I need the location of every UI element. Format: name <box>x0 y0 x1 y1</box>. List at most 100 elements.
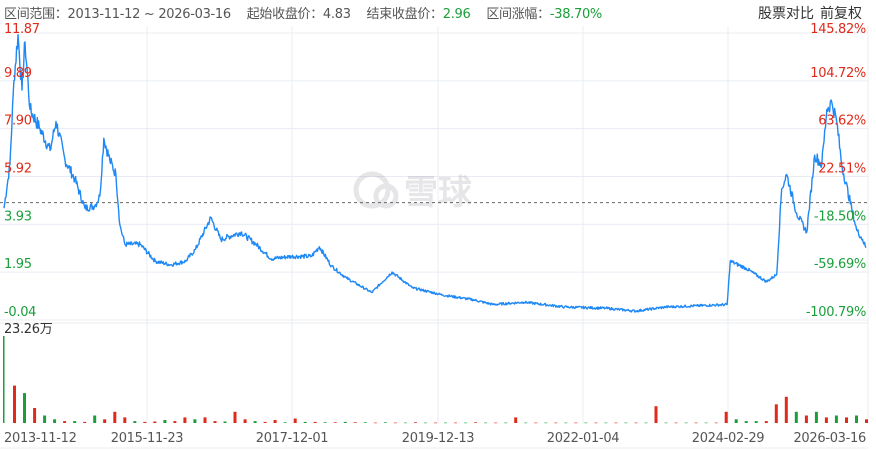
volume-bar <box>103 419 107 423</box>
volume-bar <box>444 422 447 424</box>
volume-bar <box>373 422 377 424</box>
stock-compare-link[interactable]: 股票对比 <box>758 6 814 22</box>
left-tick-label: 9.89 <box>4 66 32 81</box>
volume-bar <box>13 385 16 423</box>
volume-bar <box>454 422 457 424</box>
volume-bar <box>654 406 658 423</box>
end-price-value: 2.96 <box>442 7 471 22</box>
range-summary: 区间范围：2013-11-12 ~ 2026-03-16 起始收盘价：4.83 … <box>4 3 602 23</box>
volume-bar <box>834 415 838 423</box>
volume-bar <box>764 421 768 423</box>
volume-bar <box>333 422 337 423</box>
volume-bar <box>203 417 207 423</box>
start-price-label: 起始收盘价： <box>246 7 324 22</box>
volume-bar <box>624 422 628 424</box>
volume-bar <box>855 415 858 423</box>
end-price-label: 结束收盘价： <box>366 7 444 22</box>
volume-bar <box>694 422 698 424</box>
volume-bar <box>133 421 137 423</box>
volume-bar <box>494 422 498 424</box>
volume-bar <box>484 422 488 424</box>
volume-bar <box>524 422 528 424</box>
volume-bar <box>3 336 5 423</box>
volume-bar <box>704 422 708 424</box>
volume-bar <box>83 421 87 423</box>
volume-bar <box>644 422 648 424</box>
volume-bar <box>744 421 748 423</box>
volume-bar <box>163 420 167 423</box>
volume-bar <box>414 422 417 423</box>
volume-bar <box>303 421 307 423</box>
volume-bar <box>594 422 598 424</box>
volume-bar <box>143 421 147 423</box>
volume-bar <box>283 422 287 423</box>
volume-bars <box>3 336 868 424</box>
volume-max-label: 23.26万 <box>4 322 53 337</box>
volume-bar <box>614 422 618 424</box>
range-value: 2013-11-12 ~ 2026-03-16 <box>67 7 232 22</box>
volume-bar <box>243 419 247 423</box>
volume-bar <box>754 421 758 423</box>
range-label: 区间范围： <box>4 7 68 22</box>
volume-bar <box>43 415 47 423</box>
x-tick-label: 2026-03-16 <box>793 431 866 446</box>
volume-bar <box>193 419 197 423</box>
volume-bar <box>514 417 518 423</box>
volume-bar <box>504 422 508 424</box>
start-price-value: 4.83 <box>322 7 351 22</box>
volume-bar <box>23 393 26 423</box>
volume-bar <box>53 419 57 423</box>
left-tick-label: 7.90 <box>4 114 32 129</box>
forward-adjust-link[interactable]: 前复权 <box>820 6 862 22</box>
volume-bar <box>263 421 267 423</box>
volume-bar <box>714 422 718 424</box>
right-tick-label: 104.72% <box>810 66 866 81</box>
price-line[interactable] <box>3 34 867 313</box>
volume-bar <box>93 415 97 423</box>
volume-bar <box>363 422 367 423</box>
svg-text:雪球: 雪球 <box>404 173 473 213</box>
left-tick-label: -0.04 <box>4 305 36 320</box>
volume-bar <box>353 422 357 423</box>
x-axis: 2013-11-12 2015-11-23 2017-12-01 2019-12-13… <box>4 431 866 446</box>
volume-bar <box>845 417 848 423</box>
volume-bar <box>253 421 257 423</box>
right-tick-label: -59.69% <box>814 257 866 272</box>
volume-bar <box>634 422 638 424</box>
x-tick-label: 2024-02-29 <box>692 431 765 446</box>
grid <box>0 26 869 424</box>
left-tick-label: 1.95 <box>4 257 32 272</box>
volume-bar <box>73 421 77 423</box>
change-value: -38.70% <box>549 7 602 22</box>
left-tick-label: 5.92 <box>4 162 32 177</box>
volume-bar <box>223 421 227 423</box>
x-tick-label: 2015-11-23 <box>111 431 184 446</box>
volume-bar <box>584 422 588 424</box>
volume-bar <box>564 422 568 424</box>
volume-bar <box>424 422 427 424</box>
volume-bar <box>113 411 117 423</box>
volume-bar <box>153 421 157 423</box>
volume-bar <box>674 422 678 424</box>
xueqiu-watermark-logo: 雪球 <box>353 171 473 213</box>
right-tick-label: 63.62% <box>818 114 866 129</box>
volume-bar <box>574 422 578 424</box>
right-tick-label: 22.51% <box>818 162 866 177</box>
x-tick-label: 2017-12-01 <box>256 431 329 446</box>
volume-bar <box>554 422 558 424</box>
left-axis: 11.87 9.89 7.90 5.92 3.93 1.95 -0.04 <box>4 22 40 320</box>
volume-bar <box>804 415 808 423</box>
left-tick-label: 11.87 <box>4 22 40 37</box>
volume-bar <box>534 422 538 424</box>
volume-bar <box>784 396 788 423</box>
volume-bar <box>403 422 407 424</box>
volume-bar <box>313 421 317 423</box>
x-tick-label: 2022-01-04 <box>547 431 620 446</box>
volume-bar <box>173 421 177 423</box>
right-axis: 145.82% 104.72% 63.62% 22.51% -18.50% -59.69%… <box>806 22 866 320</box>
volume-bar <box>293 418 297 423</box>
right-tick-label: 145.82% <box>810 22 866 37</box>
volume-bar <box>273 420 277 423</box>
volume-bar <box>734 419 738 423</box>
